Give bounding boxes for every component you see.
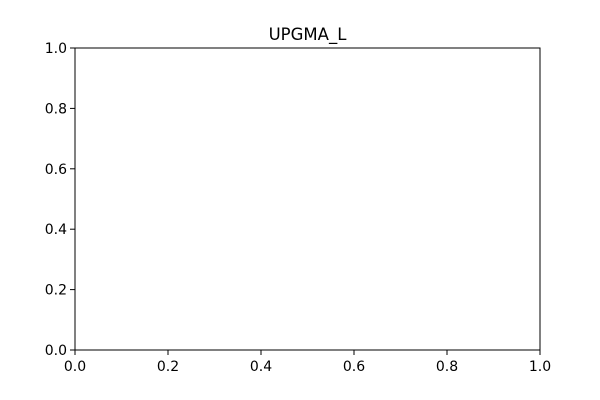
y-tick-label: 0.8 [45,101,67,117]
y-tick-label: 0.4 [45,222,67,238]
y-tick-label: 0.2 [45,283,67,299]
plot-background [75,48,540,350]
y-tick-label: 0.6 [45,162,67,178]
x-axis: 0.0 0.2 0.4 0.6 0.8 1.0 [64,350,551,375]
x-tick-label: 1.0 [529,359,551,375]
x-tick-label: 0.4 [250,359,272,375]
y-tick-label: 0.0 [45,343,67,359]
x-tick-label: 0.2 [157,359,179,375]
y-axis: 0.0 0.2 0.4 0.6 0.8 1.0 [45,41,75,359]
chart-title: UPGMA_L [269,25,348,45]
x-tick-label: 0.8 [436,359,458,375]
x-tick-label: 0.6 [343,359,365,375]
x-tick-label: 0.0 [64,359,86,375]
plot-area-frame [74,47,541,351]
y-tick-label: 1.0 [45,41,67,57]
